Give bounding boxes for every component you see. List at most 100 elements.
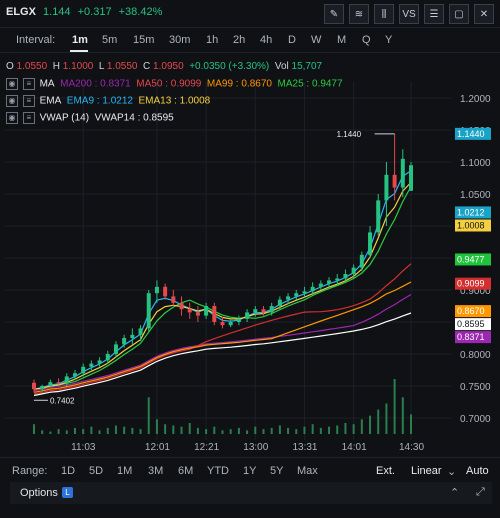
chart-area[interactable]: 1.20001.15001.10001.05001.00000.95000.90… [0,52,500,456]
candles-icon[interactable]: ⫼ [374,4,394,24]
compare-button[interactable]: VS [399,4,419,24]
low-value: 1.0550 [106,61,138,72]
interval-q[interactable]: Q [362,34,371,46]
candle-body [359,254,364,268]
y-tick-label: 0.9000 [460,286,491,297]
close-label: C [143,61,151,72]
indicators-icon[interactable]: ≋ [349,4,369,24]
ma200-line [33,293,412,392]
eye-icon[interactable]: ◉ [6,95,18,107]
volume-bar [147,397,150,434]
settings-icon[interactable]: ≡ [22,112,35,124]
range-6m[interactable]: 6M [178,465,194,477]
interval-30m[interactable]: 30m [169,34,191,46]
price-tag-label: 0.8595 [457,319,485,329]
range-5d[interactable]: 5D [89,465,104,477]
range-ytd[interactable]: YTD [207,465,229,477]
range-1m[interactable]: 1M [117,465,133,477]
expand-icon[interactable]: ⤢ [476,486,485,498]
interval-5m[interactable]: 5m [102,34,118,46]
ema-name: EMA [39,95,62,107]
candle-body [130,334,135,338]
interval-2h[interactable]: 2h [233,34,246,46]
volume-bar [41,430,44,434]
ema9-value: EMA9 : 1.0212 [66,95,133,107]
candle-body [269,306,274,313]
settings-icon[interactable]: ≡ [22,95,35,107]
options-title[interactable]: Options [20,487,58,499]
candle-body [318,283,323,287]
auto-scale-button[interactable]: Auto [466,465,489,477]
interval-m[interactable]: M [337,34,347,46]
candle-body [392,174,397,188]
candle-body [384,174,389,201]
volume-bar [336,425,339,434]
collapse-up-icon[interactable]: ⌃ [450,487,460,499]
ticker-summary: ELGX 1.144 +0.317 +38.42% [6,6,162,18]
settings-icon[interactable]: ☰ [424,4,444,24]
volume-value: 15,707 [291,61,323,72]
range-1y[interactable]: 1Y [243,465,257,477]
range-max[interactable]: Max [297,465,318,477]
interval-1h[interactable]: 1h [206,34,219,46]
vwap-legend[interactable]: ◉ ≡ VWAP (14) VWAP14 : 0.8595 [6,112,174,124]
ext-toggle[interactable]: Ext. [376,465,395,477]
volume-bar [114,425,117,434]
y-tick-label: 0.8000 [460,350,491,361]
ema13-value: EMA13 : 1.0008 [138,95,211,107]
scale-select[interactable]: Linear [411,465,442,477]
candle-body [286,296,291,300]
vwap-line [33,312,412,397]
close-icon[interactable]: ✕ [474,4,494,24]
ema13-line [33,181,412,390]
volume-bar [90,426,93,434]
candle-body [343,274,348,279]
candle-body [277,299,282,306]
eye-icon[interactable]: ◉ [6,78,18,90]
candle-body [32,382,36,390]
symbol[interactable]: ELGX [6,6,36,18]
range-1d[interactable]: 1D [61,465,76,477]
candle-body [146,293,151,329]
candle-body [204,306,209,316]
range-3m[interactable]: 3M [148,465,164,477]
price-tag [455,206,491,219]
ma99-value: MA99 : 0.8670 [206,78,272,90]
interval-y[interactable]: Y [385,34,393,46]
interval-4h[interactable]: 4h [260,34,273,46]
interval-15m[interactable]: 15m [133,34,155,46]
candle-body [40,386,45,390]
interval-w[interactable]: W [311,34,322,46]
candle-body [228,322,233,326]
options-bar[interactable]: Options L ⌃ ⤢ [10,482,492,504]
fullscreen-icon[interactable]: ▢ [449,4,469,24]
range-5y[interactable]: 5Y [270,465,284,477]
y-tick-label: 1.0500 [460,190,491,201]
chevron-down-icon[interactable]: ⌄ [447,466,457,478]
volume-bar [155,419,158,434]
volume-bar [278,425,281,434]
volume-bar [196,427,199,434]
candle-body [302,291,307,294]
eye-icon[interactable]: ◉ [6,112,18,124]
volume-bar [221,430,224,434]
pencil-icon[interactable]: ✎ [324,4,344,24]
volume-bar [369,415,372,434]
price-change: +0.317 [77,6,112,18]
y-tick-label: 0.7000 [460,414,491,425]
interval-1m[interactable]: 1m [72,34,88,46]
ma25-line [33,186,412,390]
volume-bar [123,426,126,434]
ma-legend[interactable]: ◉ ≡ MA MA200 : 0.8371 MA50 : 0.9099 MA99… [6,78,343,90]
candle-body [245,312,250,319]
ema-legend[interactable]: ◉ ≡ EMA EMA9 : 1.0212 EMA13 : 1.0008 [6,95,210,107]
volume-bar [172,425,175,434]
high-value: 1.1000 [62,61,94,72]
volume-bar [319,427,322,434]
volume-bar [164,424,167,434]
candle-body [48,382,53,386]
settings-icon[interactable]: ≡ [22,78,35,90]
price-chart[interactable]: 1.20001.15001.10001.05001.00000.95000.90… [0,52,500,456]
x-tick-label: 12:21 [194,442,219,453]
interval-d[interactable]: D [288,34,296,46]
